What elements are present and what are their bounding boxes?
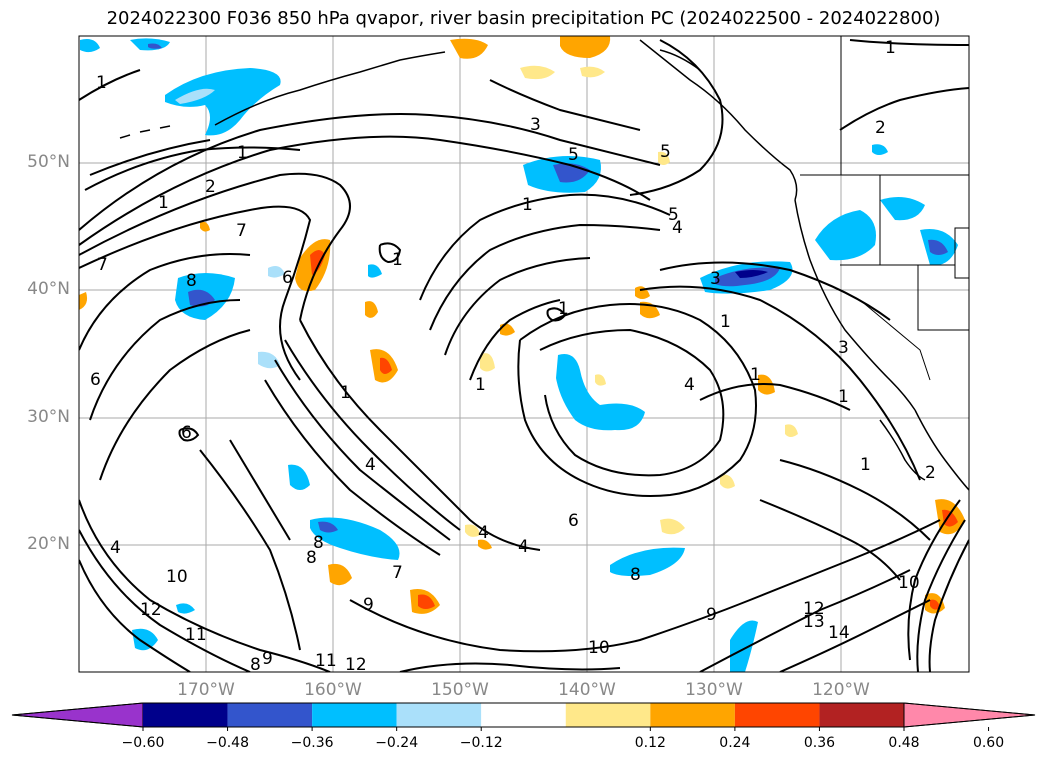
shade-neg-n1 xyxy=(80,39,100,53)
contour-label: 4 xyxy=(518,537,529,557)
colorbar-segment xyxy=(143,703,228,727)
contour-label: 1 xyxy=(158,193,169,213)
contour-label: 2 xyxy=(875,118,886,138)
contour-label: 3 xyxy=(710,269,721,289)
contour-label: 12 xyxy=(803,599,825,619)
contour-label: 1 xyxy=(838,387,849,407)
colorbar-segment xyxy=(650,703,735,727)
lon-tick-label: 130°W xyxy=(685,680,743,700)
contour-label: 5 xyxy=(568,145,579,165)
contour-label: 9 xyxy=(262,649,273,669)
contour-label: 8 xyxy=(306,548,317,568)
contour-label: 3 xyxy=(838,338,849,358)
contour-label: 4 xyxy=(672,218,683,238)
colorbar-segment xyxy=(227,703,313,727)
contour-label: 1 xyxy=(96,73,107,93)
colorbar-segment xyxy=(481,703,566,727)
contour-label: 3 xyxy=(530,115,541,135)
lat-tick-label: 20°N xyxy=(27,534,70,554)
colorbar-segment xyxy=(734,703,820,727)
contour-label: 8 xyxy=(313,533,324,553)
borders xyxy=(800,36,969,381)
contour-label: 9 xyxy=(706,605,717,625)
contour-label: 4 xyxy=(684,375,695,395)
contour-label: 13 xyxy=(803,612,825,632)
contour-label: 4 xyxy=(478,523,489,543)
contour-label: 7 xyxy=(392,563,403,583)
colorbar-segment xyxy=(565,703,651,727)
colorbar-tick-label: 0.24 xyxy=(719,735,751,751)
colorbar-tick-label: −0.24 xyxy=(375,735,419,751)
colorbar-segment xyxy=(312,703,397,727)
colorbar-tick-label: 0.12 xyxy=(634,735,666,751)
colorbar-tick-label: 0.60 xyxy=(972,735,1005,751)
contour-label: 1 xyxy=(392,250,403,270)
contour-label: 6 xyxy=(568,511,579,531)
colorbar-extend-min xyxy=(11,702,144,728)
shade-neg-sw xyxy=(288,464,310,490)
shade-neg-east xyxy=(815,210,876,261)
contour-label: 11 xyxy=(315,651,337,671)
colorbar-segment xyxy=(396,703,482,727)
colorbar-tick-label: 0.36 xyxy=(803,735,836,751)
contour-label: 14 xyxy=(828,623,850,643)
contour-label: 5 xyxy=(660,142,671,162)
contour-label: 4 xyxy=(365,455,376,475)
colorbar-tick-label: −0.48 xyxy=(206,735,249,751)
contour-label: 1 xyxy=(860,455,871,475)
contour-label: 4 xyxy=(110,538,121,558)
contour-label: 2 xyxy=(925,463,936,483)
contour-label: 1 xyxy=(340,383,351,403)
contour-label: 1 xyxy=(750,365,761,385)
colorbar-tick-label: 0.48 xyxy=(888,735,920,751)
contour-label: 6 xyxy=(90,370,101,390)
contour-label: 7 xyxy=(236,221,247,241)
colorbar-extend-max xyxy=(903,702,1036,728)
contour-label: 1 xyxy=(558,299,569,319)
colorbar-tick-label: −0.36 xyxy=(290,735,334,751)
contour-label: 1 xyxy=(522,195,533,215)
qvapor-contours xyxy=(79,39,969,672)
lat-tick-label: 30°N xyxy=(27,407,70,427)
contour-label: 10 xyxy=(588,638,610,658)
lon-tick-label: 140°W xyxy=(558,680,616,700)
lon-tick-label: 150°W xyxy=(431,680,489,700)
contour-label: 2 xyxy=(205,177,216,197)
map-plot-area: 1 2 3 5 5 5 4 1 2 1 7 7 8 1 6 1 3 1 3 4 … xyxy=(79,36,969,675)
lat-tick-label: 50°N xyxy=(27,152,70,172)
contour-label: 5 xyxy=(668,205,679,225)
lat-tick-label: 40°N xyxy=(27,279,70,299)
shade-neg-swirl xyxy=(556,354,645,431)
shade-pos-n xyxy=(450,38,488,59)
contour-label: 12 xyxy=(140,600,162,620)
contour-label: 10 xyxy=(898,573,920,593)
contour-label: 8 xyxy=(250,655,261,675)
lon-tick-label: 170°W xyxy=(177,680,235,700)
contour-label: 6 xyxy=(282,268,293,288)
contour-label: 1 xyxy=(885,38,896,58)
lon-tick-label: 120°W xyxy=(812,680,870,700)
colorbar-segment xyxy=(819,703,904,727)
colorbar-tick-label: −0.12 xyxy=(459,735,503,751)
map-frame xyxy=(78,35,970,673)
contour-label: 1 xyxy=(237,143,248,163)
colorbar-tick-label: −0.60 xyxy=(121,735,165,751)
contour-label: 9 xyxy=(363,595,374,615)
contour-label: 1 xyxy=(720,312,731,332)
contour-labels: 1 2 3 5 5 5 4 1 2 1 7 7 8 1 6 1 3 1 3 4 … xyxy=(90,38,936,675)
contour-label: 12 xyxy=(345,655,367,675)
contour-label: 6 xyxy=(181,423,192,443)
map-title: 2024022300 F036 850 hPa qvapor, river ba… xyxy=(106,8,941,29)
contour-label: 1 xyxy=(475,375,486,395)
colorbar xyxy=(11,702,1036,731)
contour-label: 7 xyxy=(97,255,108,275)
contour-label: 11 xyxy=(185,625,207,645)
contour-label: 8 xyxy=(630,565,641,585)
contour-label: 8 xyxy=(186,271,197,291)
contour-label: 10 xyxy=(166,567,188,587)
shade-neg-gulf xyxy=(165,68,281,136)
lon-tick-label: 160°W xyxy=(304,680,362,700)
